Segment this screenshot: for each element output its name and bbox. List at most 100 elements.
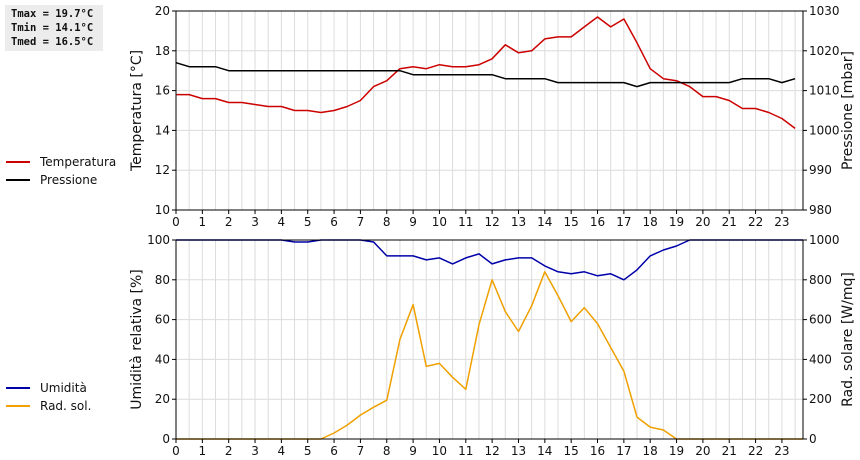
chart2-x-tick-label: 16 [590, 444, 605, 458]
chart1-series-2-line [175, 61, 796, 88]
chart2-series-1-line [176, 239, 803, 281]
chart1-y-right-tick-label: 1030 [809, 4, 840, 18]
chart2-x-tick-label: 1 [199, 444, 207, 458]
chart1-x-tick-label: 13 [511, 215, 526, 229]
chart1-y-tick-label: 10 [155, 203, 170, 217]
chart2-y-tick-label: 40 [155, 352, 170, 366]
chart1-y-right-tick-label: 1020 [809, 44, 840, 58]
chart2-y-tick-label: 80 [155, 273, 170, 287]
legend-swatch-radsol [6, 405, 30, 407]
chart1-frame [175, 10, 804, 211]
chart2-x-tick-label: 6 [330, 444, 338, 458]
chart2-frame [175, 239, 804, 440]
chart2-x-tick-label: 13 [511, 444, 526, 458]
chart2-x-tick-label: 15 [564, 444, 579, 458]
tmax-text: Tmax = 19.7°C [11, 8, 94, 20]
chart1-x-tick-label: 7 [357, 215, 365, 229]
chart2-x-tick-label: 4 [278, 444, 286, 458]
chart1-series-1-line [176, 16, 796, 129]
chart2-y-tick-label: 20 [155, 392, 170, 406]
chart2-x-tick-label: 12 [484, 444, 499, 458]
chart2-x-tick-label: 8 [383, 444, 391, 458]
chart1-x-tick-label: 19 [669, 215, 684, 229]
chart2-y-right-tick-label: 600 [809, 313, 832, 327]
chart1-x-tick-label: 4 [278, 215, 286, 229]
chart1-y-right-tick-label: 990 [809, 163, 832, 177]
chart1-x-tick-label: 6 [330, 215, 338, 229]
chart1-ylabel-right: Pressione [mbar] [840, 51, 856, 170]
chart2-x-tick-label: 20 [695, 444, 710, 458]
chart1-y-right-tick-label: 1000 [809, 123, 840, 137]
chart2-y-right-tick-label: 800 [809, 273, 832, 287]
chart1-x-tick-label: 9 [409, 215, 417, 229]
chart2-series-2-line [176, 271, 803, 440]
chart2-x-tick-label: 19 [669, 444, 684, 458]
chart1-x-tick-label: 14 [537, 215, 552, 229]
chart1-x-tick-label: 16 [590, 215, 605, 229]
legend-top: Temperatura Pressione [6, 153, 116, 189]
chart1-x-tick-label: 12 [484, 215, 499, 229]
chart2-x-tick-label: 3 [251, 444, 259, 458]
chart2-x-tick-label: 5 [304, 444, 312, 458]
chart2-plot-area [176, 240, 803, 439]
chart2-y-tick-label: 0 [162, 432, 170, 446]
legend-swatch-pressione [6, 179, 30, 181]
chart2-x-tick-label: 2 [225, 444, 233, 458]
chart1-x-tick-label: 20 [695, 215, 710, 229]
chart1-ylabel: Temperatura [°C] [129, 50, 145, 172]
chart2-x-tick-label: 22 [748, 444, 763, 458]
chart1-y-tick-label: 16 [155, 84, 170, 98]
legend-label-temperatura: Temperatura [40, 155, 117, 169]
legend-label-radsol: Rad. sol. [40, 399, 92, 413]
chart2-ylabel: Umidità relativa [%] [129, 269, 145, 410]
chart2-x-tick-label: 0 [172, 444, 180, 458]
stats-box: Tmax = 19.7°C Tmin = 14.1°C Tmed = 16.5°… [5, 5, 103, 51]
chart2-y-right-tick-label: 1000 [809, 233, 840, 247]
tmed-text: Tmed = 16.5°C [11, 36, 94, 48]
chart1-plot-area [176, 11, 803, 210]
chart2-x-tick-label: 11 [458, 444, 473, 458]
chart2-x-tick-label: 17 [616, 444, 631, 458]
chart2-y-tick-label: 100 [147, 233, 170, 247]
chart1-y-right-tick-label: 980 [809, 203, 832, 217]
chart1-x-tick-label: 3 [251, 215, 259, 229]
chart1-x-tick-label: 10 [432, 215, 447, 229]
legend-item-radsol: Rad. sol. [6, 397, 91, 415]
chart2-x-tick-label: 7 [357, 444, 365, 458]
chart2-x-tick-label: 21 [722, 444, 737, 458]
tmin-text: Tmin = 14.1°C [11, 22, 94, 34]
legend-item-pressione: Pressione [6, 171, 116, 189]
chart1-y-tick-label: 18 [155, 44, 170, 58]
chart2-ylabel-right: Rad. solare [W/mq] [840, 272, 856, 407]
legend-swatch-temperatura [6, 161, 30, 163]
legend-label-pressione: Pressione [40, 173, 98, 187]
legend-bottom: Umidità Rad. sol. [6, 379, 91, 415]
chart1-x-tick-label: 11 [458, 215, 473, 229]
chart1-x-tick-label: 18 [643, 215, 658, 229]
chart2-x-tick-label: 23 [774, 444, 789, 458]
legend-swatch-umidita [6, 387, 30, 389]
chart1-x-tick-label: 1 [199, 215, 207, 229]
chart1-x-tick-label: 8 [383, 215, 391, 229]
chart1-x-tick-label: 5 [304, 215, 312, 229]
chart1-y-tick-label: 14 [155, 123, 170, 137]
chart1-x-tick-label: 21 [722, 215, 737, 229]
chart1-x-tick-label: 0 [172, 215, 180, 229]
chart1-x-tick-label: 2 [225, 215, 233, 229]
chart2-x-tick-label: 14 [537, 444, 552, 458]
chart2-x-tick-label: 18 [643, 444, 658, 458]
chart1-x-tick-label: 15 [564, 215, 579, 229]
chart2-y-right-tick-label: 200 [809, 392, 832, 406]
chart1-y-right-tick-label: 1010 [809, 84, 840, 98]
chart1-x-tick-label: 23 [774, 215, 789, 229]
chart1-y-tick-label: 12 [155, 163, 170, 177]
legend-label-umidita: Umidità [40, 381, 87, 395]
chart1-x-tick-label: 22 [748, 215, 763, 229]
chart2-y-tick-label: 60 [155, 313, 170, 327]
chart2-y-right-tick-label: 0 [809, 432, 817, 446]
legend-item-temperatura: Temperatura [6, 153, 116, 171]
chart1-x-tick-label: 17 [616, 215, 631, 229]
chart2-y-right-tick-label: 400 [809, 352, 832, 366]
legend-item-umidita: Umidità [6, 379, 91, 397]
